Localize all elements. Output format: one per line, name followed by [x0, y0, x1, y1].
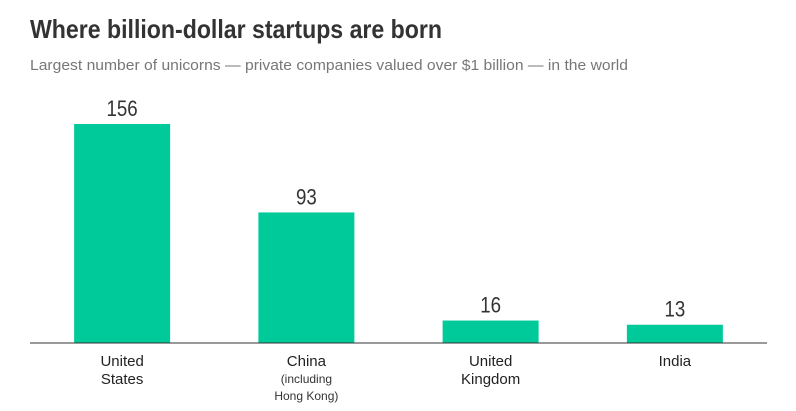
- bar: [258, 212, 355, 343]
- x-tick-label-group: India: [625, 353, 725, 371]
- x-tick-label: China: [286, 353, 326, 370]
- value-label: 156: [107, 98, 138, 122]
- bar: [74, 124, 171, 343]
- chart-subtitle: Largest number of unicorns — private com…: [30, 57, 628, 74]
- x-tick-note: (including Hong Kong): [274, 372, 339, 403]
- x-tick-label-group: United Kingdom: [441, 353, 541, 389]
- x-tick-label: India: [658, 353, 692, 370]
- value-label: 93: [296, 186, 317, 210]
- bar: [626, 324, 723, 343]
- bar: [442, 320, 539, 343]
- chart-title: Where billion-dollar startups are born: [30, 14, 442, 44]
- x-tick-label-group: United States: [72, 353, 172, 389]
- value-label: 13: [664, 298, 685, 322]
- x-tick-label-group: China (including Hong Kong): [256, 353, 356, 405]
- value-label: 16: [480, 294, 501, 318]
- x-tick-label: United Kingdom: [461, 353, 521, 388]
- x-tick-label: United States: [100, 353, 144, 388]
